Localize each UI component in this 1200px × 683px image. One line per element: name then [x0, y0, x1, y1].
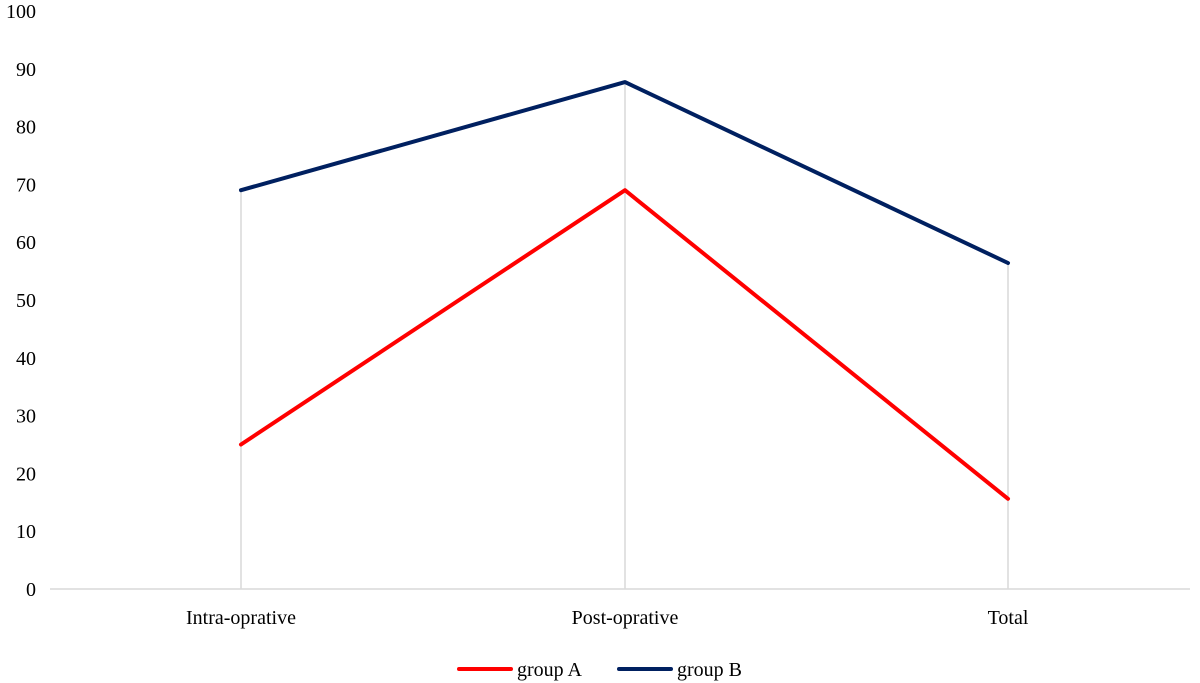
y-tick-label: 80 — [16, 117, 36, 139]
series-layer — [239, 80, 1010, 501]
legend: group A group B — [457, 659, 742, 681]
y-tick-label: 100 — [6, 1, 36, 23]
y-tick-label: 30 — [16, 406, 36, 428]
y-tick-label: 70 — [16, 174, 36, 196]
y-tick-label: 0 — [26, 579, 36, 601]
x-tick-label: Post-oprative — [572, 607, 679, 629]
y-tick-label: 40 — [16, 348, 36, 370]
grid-layer — [240, 82, 1009, 589]
legend-label-group-b: group B — [677, 659, 742, 681]
y-tick-label: 50 — [16, 290, 36, 312]
y-tick-label: 60 — [16, 232, 36, 254]
y-tick-label: 20 — [16, 463, 36, 485]
x-tick-label: Intra-oprative — [186, 607, 296, 629]
y-tick-label: 10 — [16, 521, 36, 543]
x-tick-label: Total — [988, 607, 1029, 629]
legend-label-group-a: group A — [517, 659, 583, 681]
axis-layer: 0 10 20 30 40 50 60 70 80 90 100 Intra-oprative Post… — [6, 1, 1190, 629]
y-tick-label: 90 — [16, 59, 36, 81]
